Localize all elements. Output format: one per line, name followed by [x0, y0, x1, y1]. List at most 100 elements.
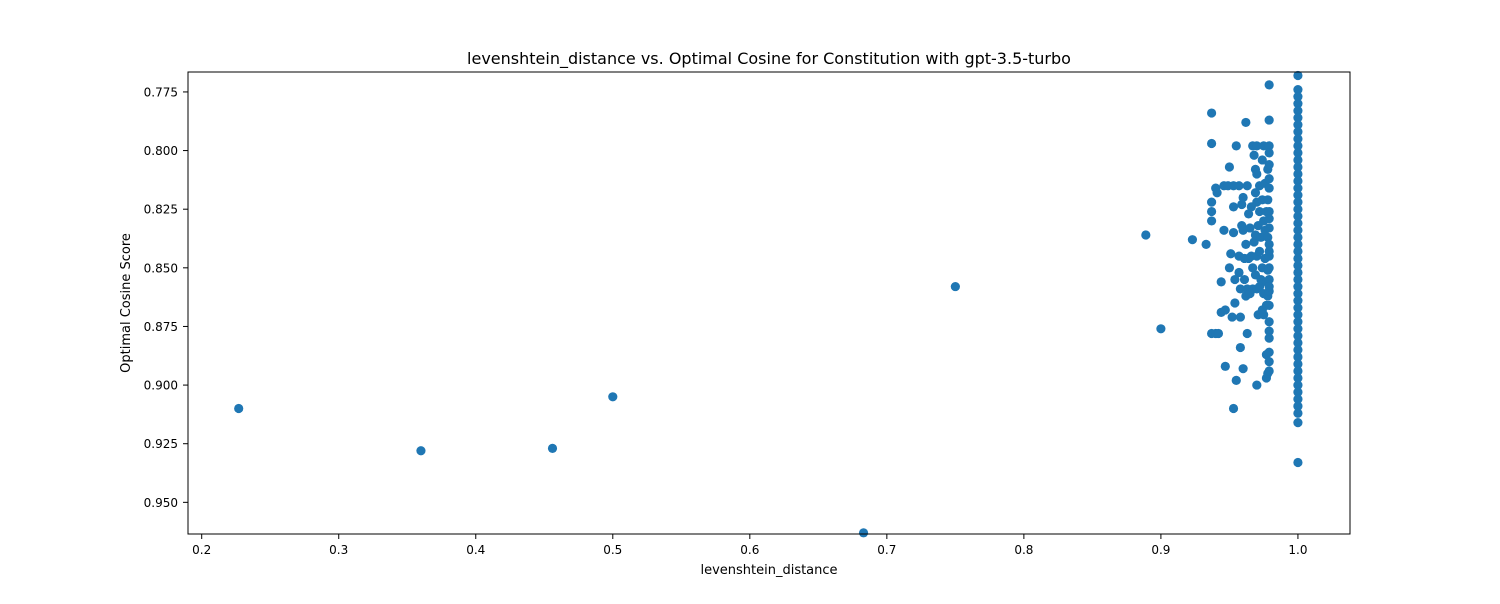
data-point	[1235, 284, 1245, 294]
data-point	[1235, 342, 1245, 353]
data-point	[1263, 195, 1273, 205]
data-point	[1293, 394, 1303, 404]
data-point	[234, 403, 244, 414]
y-tick-label: 0.950	[144, 496, 178, 510]
data-point	[1293, 169, 1303, 179]
data-point	[1293, 373, 1303, 383]
data-point	[1252, 141, 1262, 151]
x-tick-label: 0.7	[877, 543, 896, 557]
data-point	[1245, 223, 1255, 233]
y-axis-ticks: 0.775 0.800 0.825 0.850 0.875 0.900 0.925 0.950	[144, 85, 188, 510]
data-point	[1207, 206, 1217, 217]
data-point	[1293, 359, 1303, 369]
data-point	[1264, 274, 1274, 285]
data-point	[858, 528, 869, 538]
data-point	[1293, 296, 1303, 306]
data-point	[1293, 338, 1303, 348]
data-point	[1264, 148, 1274, 158]
data-point	[1264, 206, 1274, 217]
data-point	[1254, 246, 1265, 257]
data-point	[1293, 162, 1303, 172]
data-point	[1201, 239, 1211, 249]
data-point	[1220, 305, 1230, 315]
data-point	[1293, 408, 1303, 418]
data-point	[1293, 113, 1303, 123]
data-point	[1293, 352, 1303, 362]
data-point	[1293, 366, 1303, 376]
data-point	[1293, 401, 1303, 411]
data-point	[1250, 188, 1261, 198]
data-point	[1293, 190, 1303, 200]
data-point	[1259, 310, 1269, 320]
data-point	[1242, 181, 1252, 191]
data-point	[1242, 328, 1252, 339]
data-point	[1293, 218, 1303, 228]
data-point	[1252, 169, 1262, 179]
data-point	[1216, 277, 1226, 287]
data-point	[1207, 108, 1217, 118]
x-tick-label: 0.2	[192, 543, 211, 557]
data-point	[1293, 418, 1303, 428]
data-point	[1264, 239, 1274, 249]
y-axis-label: Optimal Cosine Score	[119, 233, 134, 373]
data-point	[1213, 328, 1224, 339]
y-tick-label: 0.900	[144, 379, 178, 393]
scatter-points	[234, 70, 1303, 538]
data-point	[1293, 331, 1303, 341]
data-point	[1264, 263, 1274, 273]
data-point	[1264, 281, 1274, 292]
data-point	[1293, 155, 1303, 165]
data-point	[1264, 246, 1274, 257]
x-tick-label: 0.9	[1151, 543, 1170, 557]
data-point	[1264, 300, 1274, 310]
x-tick-label: 0.8	[1014, 543, 1033, 557]
data-point	[1293, 324, 1303, 334]
data-point	[1293, 267, 1303, 278]
data-point	[1263, 232, 1273, 242]
data-point	[416, 446, 426, 456]
data-point	[1228, 202, 1239, 212]
data-point	[1264, 333, 1274, 343]
data-point	[1293, 127, 1303, 137]
y-tick-label: 0.875	[144, 320, 178, 334]
data-point	[1293, 106, 1303, 116]
data-point	[1293, 380, 1303, 390]
data-point	[1293, 211, 1303, 221]
data-point	[1293, 84, 1303, 95]
data-point	[1293, 70, 1303, 81]
data-point	[1156, 324, 1166, 334]
data-point	[1264, 317, 1274, 327]
data-point	[1207, 197, 1217, 207]
data-point	[1293, 176, 1303, 186]
data-point	[1293, 274, 1303, 285]
data-point	[1224, 263, 1235, 273]
data-point	[1252, 380, 1262, 390]
data-point	[1231, 375, 1241, 385]
y-tick-label: 0.850	[144, 261, 178, 275]
x-axis-ticks: 0.2 0.3 0.4 0.5 0.6 0.7 0.8 0.9 1.0	[192, 534, 1307, 557]
data-point	[1141, 230, 1151, 240]
data-point	[1241, 117, 1251, 128]
data-point	[1187, 235, 1198, 245]
data-point	[1237, 199, 1247, 210]
data-point	[1293, 92, 1303, 102]
data-point	[1207, 216, 1217, 226]
data-point	[1238, 192, 1248, 203]
data-point	[1264, 80, 1274, 90]
data-point	[1293, 289, 1303, 299]
x-tick-label: 0.4	[466, 543, 485, 557]
x-tick-label: 1.0	[1288, 543, 1307, 557]
data-point	[1212, 188, 1222, 198]
data-point	[1207, 138, 1217, 149]
data-point	[1264, 141, 1274, 151]
data-point	[1293, 260, 1303, 271]
y-tick-label: 0.775	[144, 85, 178, 99]
data-point	[1293, 99, 1303, 109]
data-point	[1230, 274, 1240, 285]
data-point	[1224, 162, 1235, 172]
data-point	[1264, 357, 1274, 367]
y-tick-label: 0.825	[144, 203, 178, 217]
data-point	[1264, 366, 1274, 376]
y-tick-label: 0.800	[144, 144, 178, 158]
